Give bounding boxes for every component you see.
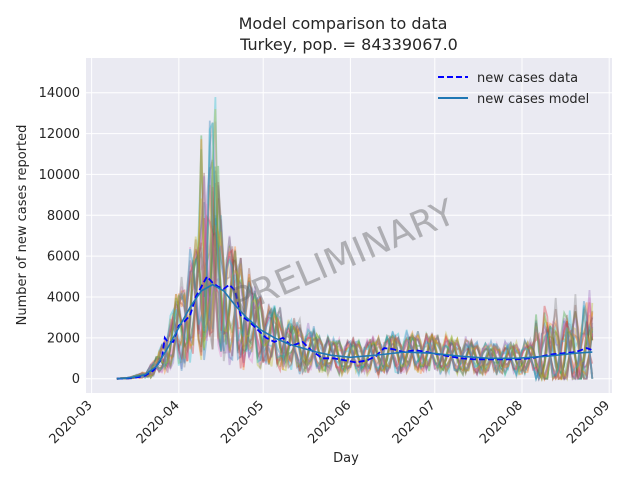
- grid: [86, 58, 612, 393]
- model-ensemble: [116, 96, 594, 383]
- y-tick-label: 8000: [47, 209, 80, 224]
- ensemble-run-line: [116, 139, 594, 383]
- ensemble-run-line: [116, 172, 594, 382]
- y-axis: 0 2000 4000 6000 8000 10000 12000 14000: [39, 86, 80, 387]
- y-tick-label: 2000: [47, 331, 80, 346]
- y-tick-label: 4000: [47, 290, 80, 305]
- ensemble-run-line: [116, 161, 594, 381]
- ensemble-run-line: [116, 182, 594, 381]
- ensemble-run-line: [116, 170, 594, 383]
- series-layer: [116, 275, 593, 380]
- ensemble-run-line: [116, 202, 594, 380]
- series-line-data: [116, 275, 593, 380]
- ensemble-run-line: [116, 135, 594, 380]
- ensemble-run-line: [116, 109, 594, 383]
- series-line-model: [116, 283, 593, 380]
- y-tick-label: 10000: [39, 168, 80, 183]
- ensemble-run-line: [116, 186, 594, 381]
- ensemble-run-line: [116, 231, 594, 382]
- ensemble-run-line: [116, 191, 594, 382]
- y-tick-label: 12000: [39, 127, 80, 142]
- y-tick-label: 14000: [39, 86, 80, 101]
- ensemble-run-line: [116, 121, 594, 381]
- legend-label-model: new cases model: [477, 92, 589, 107]
- y-tick-label: 6000: [47, 250, 80, 265]
- ensemble-run-line: [116, 166, 594, 382]
- ensemble-run-line: [116, 184, 594, 382]
- legend-label-data: new cases data: [477, 71, 578, 86]
- ensemble-run-line: [116, 167, 594, 382]
- ensemble-run-line: [116, 176, 594, 381]
- ensemble-run-line: [116, 149, 594, 381]
- legend: new cases data new cases model: [438, 71, 589, 107]
- chart-subtitle: Turkey, pop. = 84339067.0: [239, 35, 458, 54]
- y-axis-label: Number of new cases reported: [15, 125, 30, 326]
- y-tick-label: 0: [72, 372, 80, 387]
- ensemble-run-line: [116, 198, 594, 382]
- ensemble-run-line: [116, 159, 594, 381]
- ensemble-run-line: [116, 217, 594, 382]
- chart-title: Model comparison to data: [239, 14, 448, 33]
- x-axis-label: Day: [333, 451, 359, 466]
- ensemble-run-line: [116, 96, 594, 380]
